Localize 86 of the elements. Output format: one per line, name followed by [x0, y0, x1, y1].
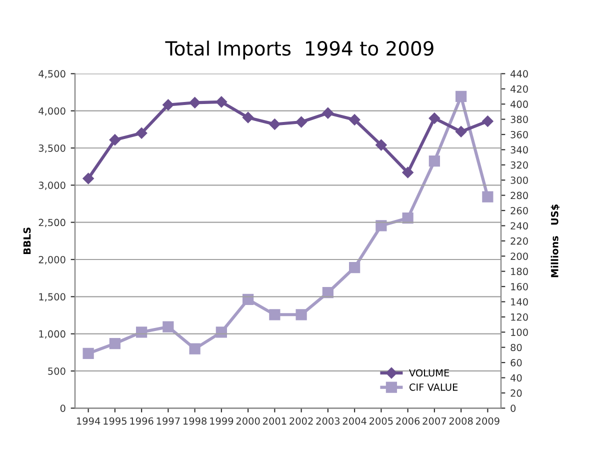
point: [402, 166, 414, 178]
y2-tick-label: 400: [510, 100, 528, 108]
y2-tick-label: 360: [510, 130, 528, 138]
point: [242, 294, 254, 306]
y-tick-label: 4,000: [38, 107, 66, 116]
y2-tick-label: 320: [510, 161, 528, 169]
point: [216, 326, 227, 338]
y2-tick-label: 0: [510, 404, 516, 412]
x-tick-label: 2004: [342, 417, 366, 425]
y-tick-label: 3,000: [38, 182, 66, 190]
legend-label: CIF VALUE: [410, 383, 458, 391]
y2-tick-label: 440: [510, 70, 528, 78]
chart-title: Total Imports 1994 to 2009: [165, 40, 434, 60]
y-tick-label: 4,500: [38, 70, 66, 78]
y2-tick-label: 280: [510, 192, 528, 200]
y-tick-label: 2,000: [38, 256, 66, 264]
x-tick-label: 2009: [476, 417, 500, 425]
point: [269, 309, 280, 320]
y2-axis-title: Millions US$: [550, 204, 560, 278]
y2-tick-label: 220: [510, 237, 528, 245]
x-tick-label: 1995: [104, 417, 126, 425]
point: [482, 116, 494, 127]
point: [242, 112, 254, 124]
x-tick-label: 2002: [290, 417, 313, 425]
y2-tick-label: 260: [510, 206, 528, 214]
x-tick-label: 2007: [422, 417, 446, 425]
x-tick-label: 2006: [396, 417, 420, 425]
point: [216, 96, 228, 108]
y-tick-label: 1,500: [39, 293, 66, 302]
y2-tick-label: 80: [510, 344, 522, 352]
point: [322, 287, 334, 298]
point: [428, 156, 440, 167]
point: [189, 97, 200, 108]
point: [456, 90, 467, 102]
y2-tick-label: 20: [510, 389, 522, 397]
y2-tick-label: 380: [510, 116, 528, 124]
point: [376, 220, 387, 232]
x-tick-label: 2000: [236, 417, 260, 425]
point: [455, 126, 467, 138]
point: [109, 134, 121, 146]
x-tick-label: 2005: [370, 417, 393, 425]
point: [296, 116, 307, 128]
x-tick-label: 2001: [263, 417, 286, 425]
y2-tick-label: 300: [510, 176, 528, 184]
y-tick-label: 3,500: [38, 144, 66, 153]
point: [322, 107, 334, 119]
x-tick-label: 2008: [449, 417, 473, 425]
y2-tick-label: 340: [510, 146, 528, 154]
y-tick-label: 2,500: [38, 218, 66, 228]
y2-tick-label: 200: [510, 252, 528, 260]
y2-tick-label: 120: [511, 313, 528, 321]
point: [162, 321, 174, 332]
point: [348, 114, 360, 126]
x-tick-label: 1999: [210, 417, 234, 425]
point: [136, 128, 148, 139]
y2-tick-label: 420: [510, 85, 528, 93]
y-tick-label: 500: [48, 367, 66, 375]
point: [136, 326, 148, 338]
x-tick-label: 1998: [184, 417, 207, 425]
legend-label: VOLUME: [409, 369, 450, 377]
point: [162, 99, 174, 110]
y-tick-label: 0: [60, 404, 66, 412]
x-tick-label: 2003: [316, 417, 340, 425]
y-axis-title: BBLS: [23, 228, 31, 254]
y2-tick-label: 180: [511, 268, 528, 276]
point: [82, 348, 94, 359]
point: [109, 338, 120, 350]
y2-tick-label: 160: [511, 283, 528, 290]
point: [349, 262, 360, 274]
point: [82, 172, 94, 184]
y2-tick-label: 60: [510, 359, 522, 366]
x-tick-label: 1997: [156, 417, 180, 425]
y2-tick-label: 240: [510, 222, 528, 230]
y2-tick-label: 40: [510, 374, 522, 382]
point: [376, 139, 387, 151]
point: [428, 112, 440, 124]
point: [296, 309, 307, 320]
point: [269, 118, 280, 130]
x-tick-label: 1994: [77, 417, 100, 425]
point: [189, 343, 200, 354]
point: [402, 212, 414, 224]
point: [482, 191, 494, 202]
y2-tick-label: 140: [511, 298, 528, 306]
x-tick-label: 1996: [130, 417, 154, 425]
y-tick-label: 1,000: [39, 330, 66, 339]
y2-tick-label: 100: [511, 328, 528, 336]
